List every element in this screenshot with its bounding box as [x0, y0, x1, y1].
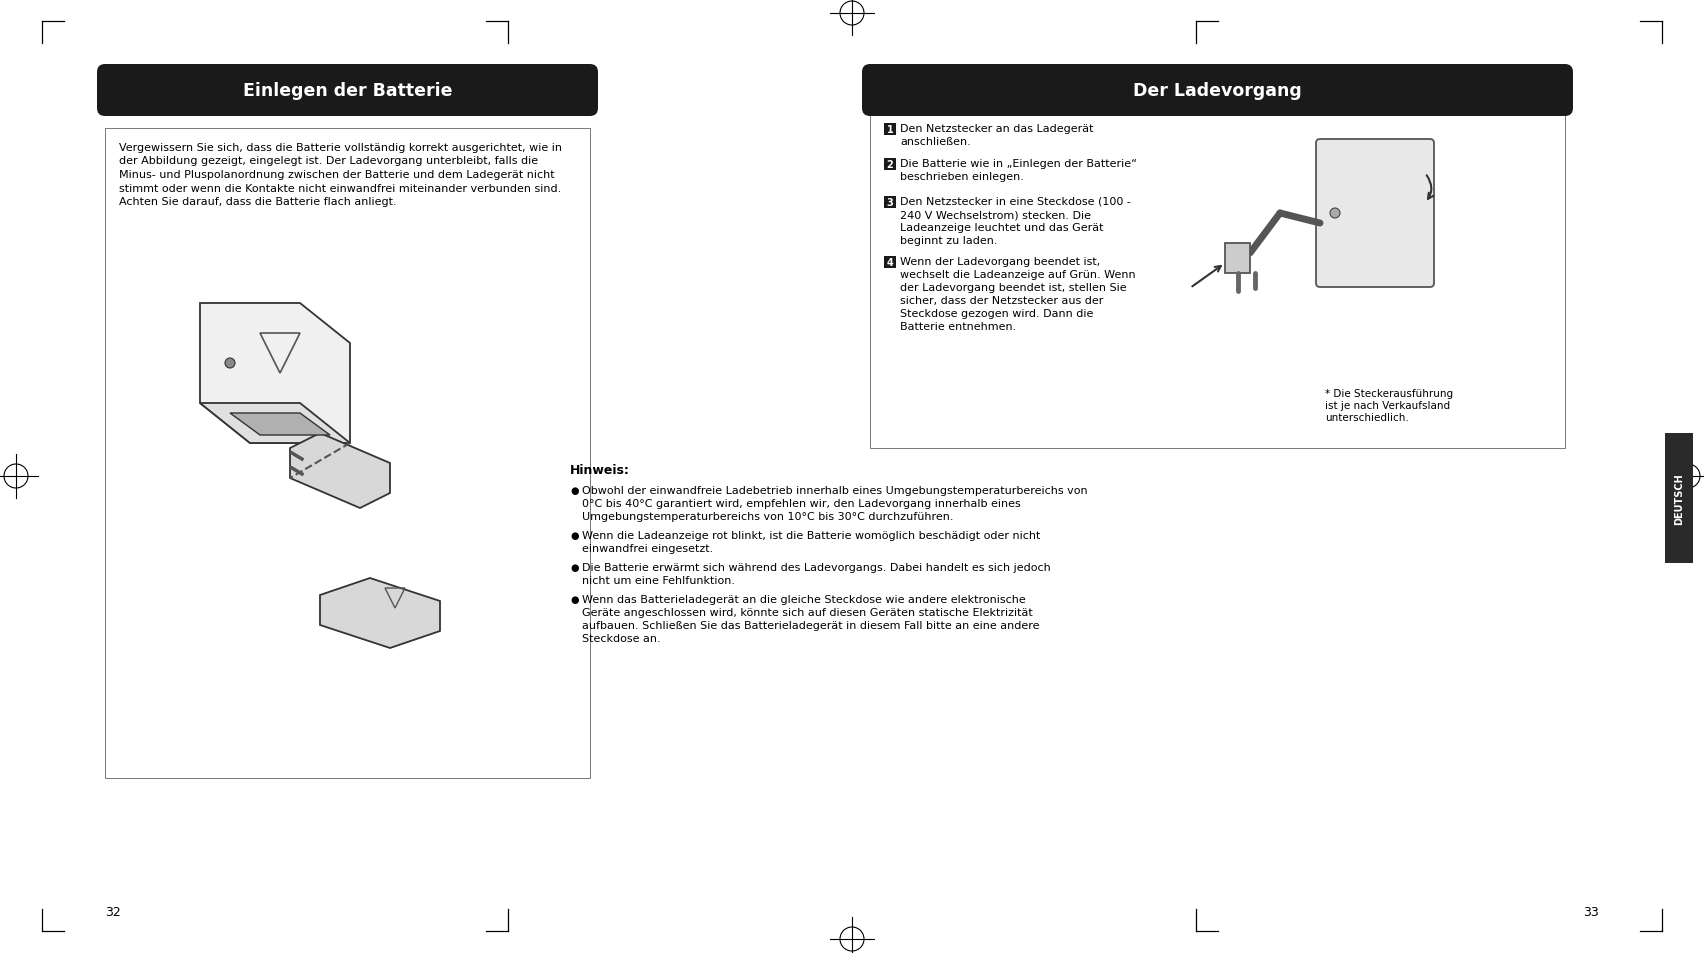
- Text: Wenn die Ladeanzeige rot blinkt, ist die Batterie womöglich beschädigt oder nich: Wenn die Ladeanzeige rot blinkt, ist die…: [583, 531, 1041, 540]
- Text: aufbauen. Schließen Sie das Batterieladegerät in diesem Fall bitte an eine ander: aufbauen. Schließen Sie das Batterielade…: [583, 620, 1039, 630]
- Text: Obwohl der einwandfreie Ladebetrieb innerhalb eines Umgebungstemperaturbereichs : Obwohl der einwandfreie Ladebetrieb inne…: [583, 485, 1087, 496]
- Text: ●: ●: [571, 562, 578, 573]
- Text: nicht um eine Fehlfunktion.: nicht um eine Fehlfunktion.: [583, 576, 734, 585]
- Text: Achten Sie darauf, dass die Batterie flach anliegt.: Achten Sie darauf, dass die Batterie fla…: [119, 196, 397, 207]
- FancyBboxPatch shape: [884, 159, 896, 171]
- Text: Steckdose gezogen wird. Dann die: Steckdose gezogen wird. Dann die: [900, 309, 1094, 318]
- Text: beginnt zu laden.: beginnt zu laden.: [900, 235, 997, 246]
- Text: Batterie entnehmen.: Batterie entnehmen.: [900, 322, 1016, 332]
- Text: Einlegen der Batterie: Einlegen der Batterie: [242, 82, 452, 100]
- Text: beschrieben einlegen.: beschrieben einlegen.: [900, 172, 1024, 182]
- Text: sicher, dass der Netzstecker aus der: sicher, dass der Netzstecker aus der: [900, 295, 1104, 306]
- Text: ●: ●: [571, 531, 578, 540]
- FancyBboxPatch shape: [106, 129, 590, 779]
- Text: der Ladevorgang beendet ist, stellen Sie: der Ladevorgang beendet ist, stellen Sie: [900, 283, 1126, 293]
- Text: Steckdose an.: Steckdose an.: [583, 634, 661, 643]
- Circle shape: [225, 358, 235, 369]
- FancyBboxPatch shape: [862, 65, 1573, 117]
- FancyBboxPatch shape: [884, 124, 896, 136]
- FancyBboxPatch shape: [871, 113, 1564, 449]
- Text: unterschiedlich.: unterschiedlich.: [1326, 413, 1409, 422]
- Text: 1: 1: [886, 125, 893, 135]
- Text: 3: 3: [886, 198, 893, 208]
- Text: 4: 4: [886, 257, 893, 268]
- Polygon shape: [1225, 244, 1251, 274]
- FancyBboxPatch shape: [1315, 140, 1435, 288]
- Text: 33: 33: [1583, 905, 1598, 918]
- Text: stimmt oder wenn die Kontakte nicht einwandfrei miteinander verbunden sind.: stimmt oder wenn die Kontakte nicht einw…: [119, 183, 561, 193]
- Text: ●: ●: [571, 485, 578, 496]
- FancyBboxPatch shape: [884, 256, 896, 269]
- Text: Die Batterie wie in „Einlegen der Batterie“: Die Batterie wie in „Einlegen der Batter…: [900, 159, 1137, 169]
- Text: Die Batterie erwärmt sich während des Ladevorgangs. Dabei handelt es sich jedoch: Die Batterie erwärmt sich während des La…: [583, 562, 1051, 573]
- Text: Hinweis:: Hinweis:: [571, 463, 630, 476]
- Text: 0°C bis 40°C garantiert wird, empfehlen wir, den Ladevorgang innerhalb eines: 0°C bis 40°C garantiert wird, empfehlen …: [583, 498, 1021, 509]
- FancyBboxPatch shape: [97, 65, 598, 117]
- FancyBboxPatch shape: [1665, 434, 1694, 563]
- Text: Den Netzstecker in eine Steckdose (100 -: Den Netzstecker in eine Steckdose (100 -: [900, 196, 1131, 207]
- Text: Der Ladevorgang: Der Ladevorgang: [1133, 82, 1302, 100]
- Text: Vergewissern Sie sich, dass die Batterie vollständig korrekt ausgerichtet, wie i: Vergewissern Sie sich, dass die Batterie…: [119, 143, 562, 152]
- FancyBboxPatch shape: [884, 196, 896, 209]
- Text: wechselt die Ladeanzeige auf Grün. Wenn: wechselt die Ladeanzeige auf Grün. Wenn: [900, 270, 1135, 280]
- Circle shape: [1331, 209, 1339, 219]
- Text: Wenn der Ladevorgang beendet ist,: Wenn der Ladevorgang beendet ist,: [900, 256, 1101, 267]
- Text: Wenn das Batterieladegerät an die gleiche Steckdose wie andere elektronische: Wenn das Batterieladegerät an die gleich…: [583, 595, 1026, 604]
- Text: ist je nach Verkaufsland: ist je nach Verkaufsland: [1326, 400, 1450, 411]
- Text: Umgebungstemperaturbereichs von 10°C bis 30°C durchzuführen.: Umgebungstemperaturbereichs von 10°C bis…: [583, 512, 954, 521]
- Text: DEUTSCH: DEUTSCH: [1673, 473, 1684, 524]
- Text: * Die Steckerausführung: * Die Steckerausführung: [1326, 389, 1454, 398]
- Text: Den Netzstecker an das Ladegerät: Den Netzstecker an das Ladegerät: [900, 124, 1094, 133]
- Text: anschließen.: anschließen.: [900, 137, 971, 147]
- Text: 2: 2: [886, 160, 893, 170]
- Polygon shape: [199, 304, 349, 443]
- Text: Minus- und Pluspolanordnung zwischen der Batterie und dem Ladegerät nicht: Minus- und Pluspolanordnung zwischen der…: [119, 170, 554, 180]
- Text: einwandfrei eingesetzt.: einwandfrei eingesetzt.: [583, 543, 714, 554]
- Text: ●: ●: [571, 595, 578, 604]
- Polygon shape: [230, 414, 331, 436]
- Text: Ladeanzeige leuchtet und das Gerät: Ladeanzeige leuchtet und das Gerät: [900, 223, 1104, 233]
- Text: der Abbildung gezeigt, eingelegt ist. Der Ladevorgang unterbleibt, falls die: der Abbildung gezeigt, eingelegt ist. De…: [119, 156, 538, 167]
- Text: 240 V Wechselstrom) stecken. Die: 240 V Wechselstrom) stecken. Die: [900, 210, 1091, 220]
- Polygon shape: [290, 434, 390, 509]
- Polygon shape: [199, 403, 349, 443]
- Text: 32: 32: [106, 905, 121, 918]
- Text: Geräte angeschlossen wird, könnte sich auf diesen Geräten statische Elektrizität: Geräte angeschlossen wird, könnte sich a…: [583, 607, 1033, 618]
- Polygon shape: [320, 578, 440, 648]
